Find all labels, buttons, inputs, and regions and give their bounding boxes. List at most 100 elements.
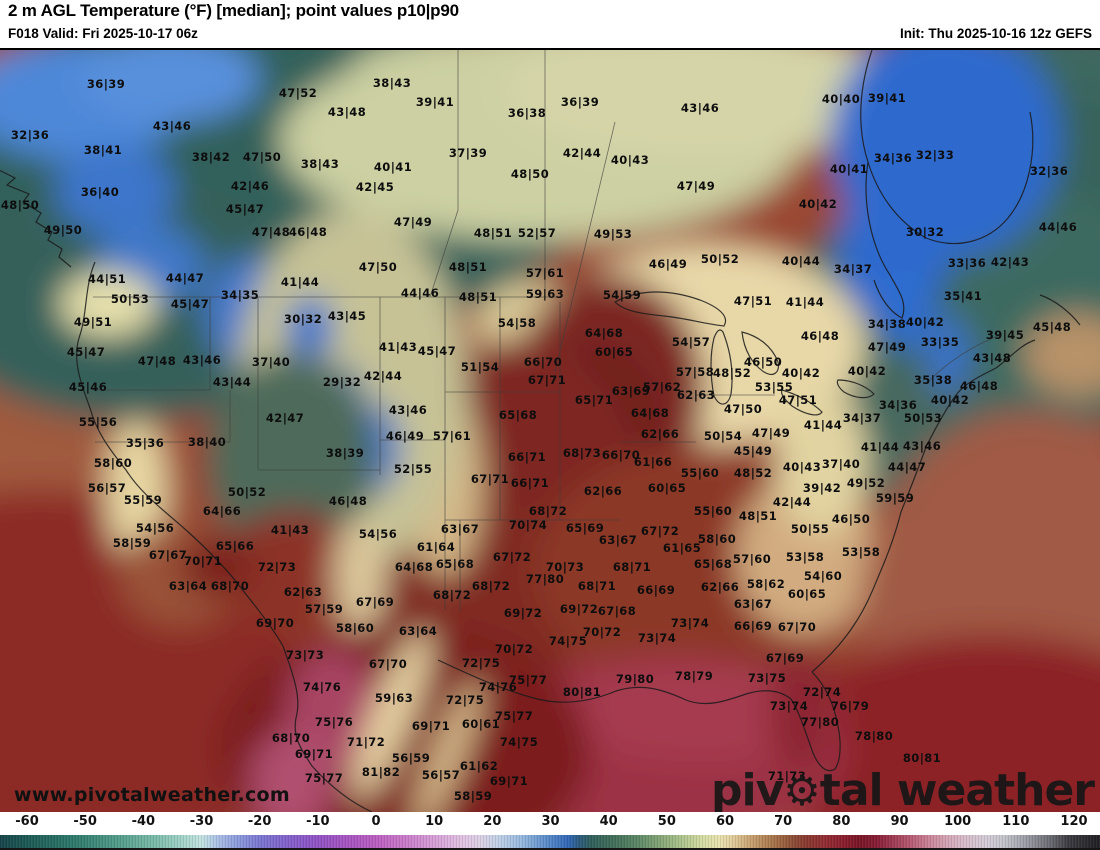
point-value: 45|47 [66, 345, 106, 359]
temperature-field [0, 50, 1100, 812]
point-value: 45|47 [170, 297, 210, 311]
point-value: 46|49 [385, 429, 425, 443]
point-value: 67|70 [777, 620, 817, 634]
point-value: 38|39 [325, 446, 365, 460]
point-value: 58|60 [93, 456, 133, 470]
point-value: 60|65 [594, 345, 634, 359]
point-value: 57|62 [642, 380, 682, 394]
point-value: 78|80 [854, 729, 894, 743]
point-value: 47|50 [242, 150, 282, 164]
point-value: 42|46 [230, 179, 270, 193]
point-value: 51|54 [460, 360, 500, 374]
colorbar-tick: 100 [944, 814, 972, 829]
point-value: 53|55 [754, 380, 794, 394]
point-value: 47|51 [778, 393, 818, 407]
colorbar-tick: 120 [1060, 814, 1088, 829]
colorbar-tick: -50 [73, 814, 97, 829]
point-value: 76|79 [830, 699, 870, 713]
point-value: 50|54 [703, 429, 743, 443]
point-value: 47|49 [393, 215, 433, 229]
point-value: 60|65 [787, 587, 827, 601]
valid-time-label: F018 Valid: Fri 2025-10-17 06z [8, 26, 198, 41]
point-value: 39|45 [985, 328, 1025, 342]
point-value: 46|48 [800, 329, 840, 343]
point-value: 43|48 [972, 351, 1012, 365]
point-value: 75|77 [508, 673, 548, 687]
point-value: 43|46 [902, 439, 942, 453]
point-value: 69|71 [489, 774, 529, 788]
point-value: 47|50 [723, 402, 763, 416]
point-value: 39|42 [802, 481, 842, 495]
point-value: 58|60 [335, 621, 375, 635]
point-value: 40|44 [781, 254, 821, 268]
colorbar-tick: 90 [890, 814, 909, 829]
point-value: 67|68 [597, 604, 637, 618]
point-value: 33|36 [947, 256, 987, 270]
point-value: 36|39 [86, 77, 126, 91]
point-value: 54|56 [135, 521, 175, 535]
point-value: 60|65 [647, 481, 687, 495]
point-value: 67|69 [765, 651, 805, 665]
point-value: 62|66 [583, 484, 623, 498]
point-value: 68|72 [471, 579, 511, 593]
point-value: 30|32 [283, 312, 323, 326]
point-value: 44|46 [400, 286, 440, 300]
point-value: 62|66 [700, 580, 740, 594]
point-value: 40|40 [821, 92, 861, 106]
point-value: 57|59 [304, 602, 344, 616]
point-value: 41|44 [803, 418, 843, 432]
colorbar-gradient [0, 835, 1100, 850]
point-value: 45|47 [417, 344, 457, 358]
state-borders-layer [93, 50, 1001, 612]
point-value: 46|48 [328, 494, 368, 508]
colorbar-tick: 110 [1002, 814, 1030, 829]
point-value: 42|44 [772, 495, 812, 509]
point-value: 47|48 [137, 354, 177, 368]
point-value: 35|41 [943, 289, 983, 303]
point-value: 70|74 [508, 518, 548, 532]
point-value: 67|70 [368, 657, 408, 671]
point-value: 45|48 [1032, 320, 1072, 334]
point-value: 46|49 [648, 257, 688, 271]
point-value: 52|57 [517, 226, 557, 240]
colorbar-tick: 60 [715, 814, 735, 829]
point-value: 40|42 [930, 393, 970, 407]
point-value: 43|48 [327, 105, 367, 119]
point-value: 78|79 [674, 669, 714, 683]
map-canvas[interactable]: 36|39 32|36 43|46 38|41 38|42 47|50 42|46 36|40… [0, 48, 1100, 812]
point-value: 33|35 [920, 335, 960, 349]
point-value: 48|51 [738, 509, 778, 523]
watermark-url: www.pivotalweather.com [14, 784, 290, 806]
point-value: 80|81 [562, 685, 602, 699]
point-value: 40|41 [373, 160, 413, 174]
point-value: 61|66 [633, 455, 673, 469]
point-value: 67|72 [640, 524, 680, 538]
point-value: 75|77 [304, 771, 344, 785]
point-value: 73|75 [747, 671, 787, 685]
point-value: 40|42 [798, 197, 838, 211]
point-value: 48|52 [712, 366, 752, 380]
point-value: 38|41 [83, 143, 123, 157]
point-value: 66|69 [733, 619, 773, 633]
point-value: 43|46 [182, 353, 222, 367]
point-value: 49|52 [846, 476, 886, 490]
point-value: 39|41 [415, 95, 455, 109]
point-value: 64|68 [584, 326, 624, 340]
point-value: 43|46 [152, 119, 192, 133]
point-value: 34|35 [220, 288, 260, 302]
colorbar-tick: 80 [832, 814, 851, 829]
point-value: 48|51 [473, 226, 513, 240]
point-value: 41|43 [378, 340, 418, 354]
point-value: 56|57 [421, 768, 461, 782]
point-value: 70|72 [494, 642, 534, 656]
point-value: 69|72 [559, 602, 599, 616]
point-value: 47|49 [751, 426, 791, 440]
point-value: 68|72 [528, 504, 568, 518]
colorbar-tick: 40 [599, 814, 618, 829]
point-value: 66|69 [636, 583, 676, 597]
point-value: 63|67 [733, 597, 773, 611]
point-value: 63|64 [168, 579, 208, 593]
point-value: 73|74 [670, 616, 710, 630]
point-value: 40|43 [610, 153, 650, 167]
